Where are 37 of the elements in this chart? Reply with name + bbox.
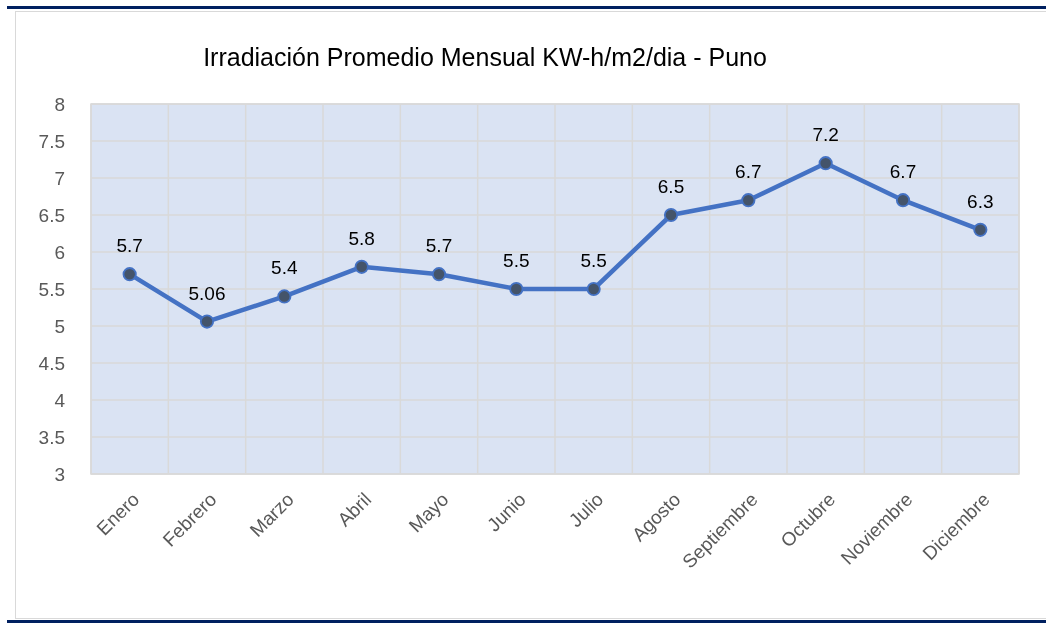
point — [895, 193, 911, 208]
data-label: 5.7 — [116, 235, 143, 257]
data-label: 6.7 — [889, 161, 917, 183]
x-tick-label: Julio — [564, 488, 608, 532]
data-label: 5.5 — [503, 250, 530, 271]
point — [586, 281, 601, 297]
data-label: 5.5 — [580, 250, 607, 271]
point — [122, 267, 137, 282]
y-tick-label: 3.5 — [38, 426, 65, 448]
y-tick-label: 6 — [54, 241, 65, 263]
data-label: 6.7 — [735, 161, 762, 183]
y-tick-label: 5.5 — [38, 278, 65, 300]
data-label: 6.3 — [967, 190, 994, 212]
point — [431, 267, 447, 282]
data-label: 5.06 — [188, 282, 226, 304]
point — [973, 222, 988, 237]
point — [509, 281, 524, 297]
point — [663, 207, 679, 223]
point — [818, 156, 833, 171]
point — [741, 193, 756, 208]
point — [199, 314, 215, 329]
data-label: 6.5 — [657, 176, 685, 197]
data-label: 5.4 — [271, 257, 298, 279]
point — [354, 259, 369, 274]
y-tick-label: 6.5 — [38, 204, 65, 226]
y-tick-label: 8 — [54, 93, 65, 115]
y-tick-label: 5 — [54, 315, 65, 337]
point — [277, 289, 292, 304]
data-label: 5.7 — [425, 235, 453, 257]
data-label: 5.8 — [348, 227, 375, 249]
y-tick-label: 4.5 — [38, 352, 65, 374]
y-tick-label: 7.5 — [38, 130, 65, 152]
chart-title: Irradiación Promedio Mensual KW-h/m2/dia - Puno — [203, 43, 767, 71]
data-label: 7.2 — [812, 124, 839, 146]
y-tick-label: 3 — [54, 463, 65, 485]
y-tick-label: 7 — [54, 167, 65, 189]
y-tick-label: 4 — [54, 389, 66, 411]
